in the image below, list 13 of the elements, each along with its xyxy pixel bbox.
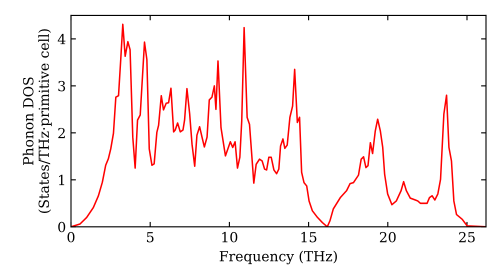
- y-tick-label: 3: [58, 80, 66, 92]
- x-tick-label: 0: [67, 232, 74, 242]
- y-tick-label: 0: [58, 222, 66, 232]
- y-axis-title: Phonon DOS (States/THz·primitive cell): [22, 29, 52, 213]
- x-axis-title: Frequency (THz): [220, 250, 337, 264]
- x-tick-label: 25: [459, 232, 475, 242]
- y-tick-label: 2: [58, 128, 65, 138]
- y-tick-label: 1: [58, 174, 64, 186]
- x-tick-label: 20: [380, 232, 396, 242]
- y-tick-label: 4: [58, 34, 66, 44]
- x-tick-label: 15: [301, 232, 316, 242]
- x-tick-label: 10: [222, 232, 238, 242]
- x-tick-label: 5: [146, 232, 154, 242]
